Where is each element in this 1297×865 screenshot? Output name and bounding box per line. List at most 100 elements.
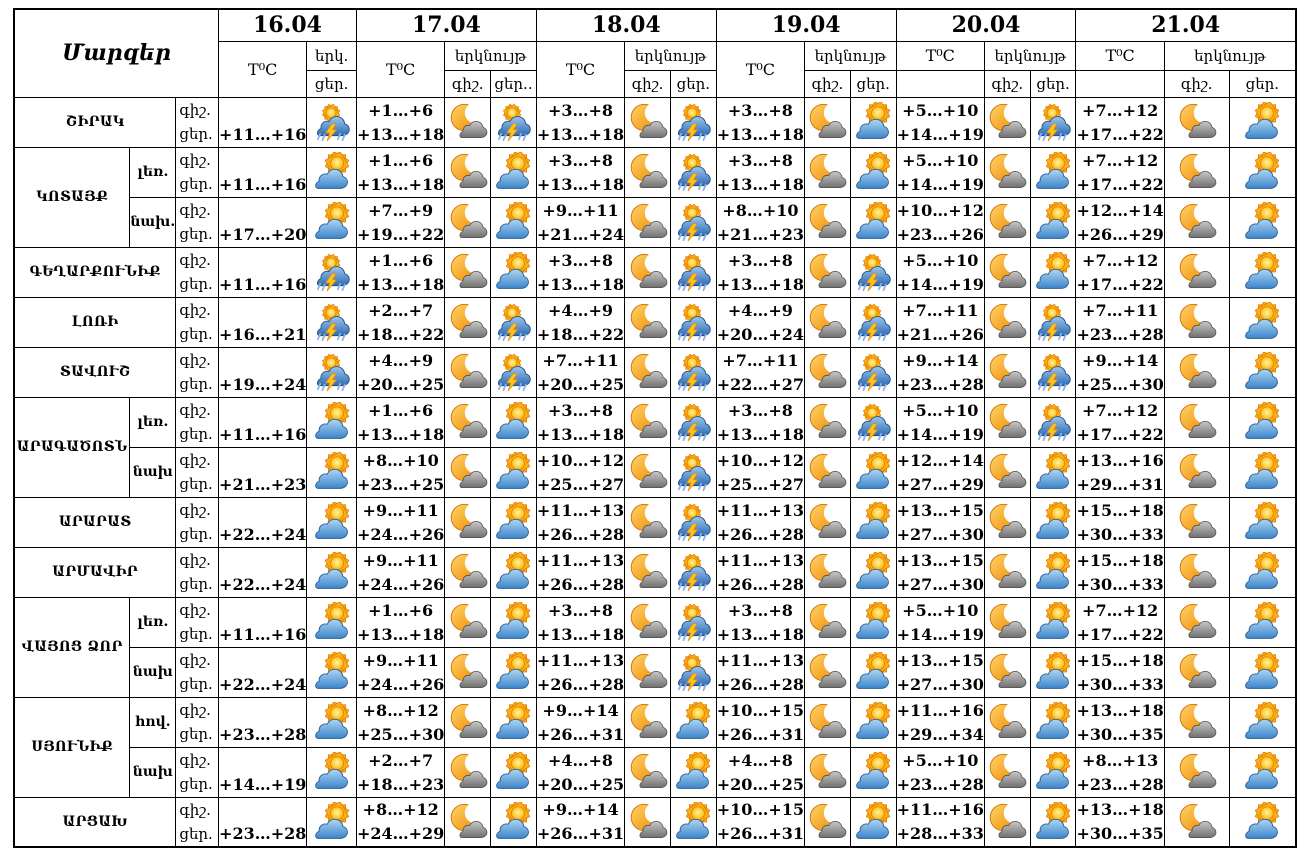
- icon-cell: [306, 446, 357, 498]
- subregion-label: նախ.: [129, 196, 177, 248]
- night-temp: +8…+12: [362, 700, 439, 720]
- day-temp: +17…+22: [1076, 124, 1164, 144]
- day-temp: +26…+31: [716, 824, 805, 844]
- sun-cloud-icon: [853, 552, 893, 592]
- icon-cell: [804, 696, 851, 748]
- night-temp: +3…+8: [547, 400, 614, 420]
- temp-cell: +10…+12 +25…+27: [715, 446, 806, 498]
- temp-cell: +10…+12 +23…+26: [895, 196, 985, 248]
- moon-cloud-icon: [628, 602, 668, 642]
- night-temp: +7…+12: [1082, 150, 1159, 170]
- moon-cloud-icon: [448, 252, 488, 292]
- sun-cloud-icon: [493, 402, 533, 442]
- thunderstorm-icon: [673, 552, 713, 592]
- icon-cell: [1228, 246, 1297, 298]
- icon-cell: [306, 196, 357, 248]
- temp-cell: +8…+12 +25…+30: [355, 696, 446, 748]
- region-name: ՍՅՈՒՆԻՔ: [13, 696, 131, 798]
- table-row: ԳԵՂԱՐՔՈՒՆԻՔ գիշ. ցեր. +11…+16 +1…+6 +13…+18 +3…: [13, 246, 1297, 298]
- day-temp: +23…+26: [896, 224, 984, 244]
- icon-cell: [444, 246, 492, 298]
- icon-cell: [624, 396, 671, 448]
- temp-cell: +15…+18 +30…+33: [1075, 496, 1165, 548]
- day-subheader: ցեր.: [669, 69, 717, 98]
- day-temp: +28…+33: [896, 824, 984, 844]
- day-temp: +14…+19: [219, 774, 307, 794]
- day-temp: +17…+22: [1076, 274, 1164, 294]
- temp-cell: +12…+14 +27…+29: [895, 446, 985, 498]
- icon-cell: [804, 546, 851, 598]
- day-temp: +23…+25: [356, 474, 445, 494]
- temp-cell: +7…+11 +22…+27: [715, 346, 806, 398]
- night-temp: +11…+13: [536, 500, 625, 520]
- icon-cell: [306, 296, 357, 348]
- temp-cell: +11…+16: [218, 246, 308, 298]
- temp-cell: +3…+8 +13…+18: [715, 596, 806, 648]
- temp-cell: +23…+28: [218, 696, 308, 748]
- table-row: նախ գիշ. ցեր. +14…+19 +2…+7 +18…+23 +4…+8 +20…+…: [14, 746, 1297, 798]
- temp-cell: +9…+11 +24…+26: [355, 646, 446, 698]
- icon-cell: [983, 446, 1031, 498]
- temp-cell: +7…+12 +17…+22: [1075, 146, 1165, 198]
- temp-cell: +7…+11 +21…+26: [895, 296, 985, 348]
- sun-cloud-icon: [673, 802, 713, 842]
- icon-cell: [490, 546, 537, 598]
- icon-cell: [1228, 596, 1297, 648]
- icon-cell: [983, 296, 1031, 348]
- day-temp: +17…+22: [1076, 624, 1164, 644]
- region-name: ՇԻՐԱԿ: [13, 96, 177, 148]
- day-temp: +25…+27: [536, 474, 625, 494]
- moon-cloud-icon: [987, 402, 1027, 442]
- table-row: ԿՈՏԱՅՔ լեռ. գիշ. ցեր. +11…+16 +1…+6 +13…+18 +3……: [13, 146, 1297, 248]
- day-temp: +17…+22: [1076, 174, 1164, 194]
- sun-cloud-icon: [1242, 602, 1282, 642]
- day-temp: +23…+28: [1076, 774, 1164, 794]
- night-temp: +7…+11: [1082, 300, 1159, 320]
- regions-header: Մարզեր: [13, 8, 220, 98]
- night-temp: [220, 698, 306, 722]
- thunderstorm-icon: [673, 102, 713, 142]
- icon-cell: [490, 496, 537, 548]
- daynight-labels: գիշ. ցեր.: [175, 746, 220, 798]
- day-temp: +14…+19: [896, 624, 984, 644]
- icon-cell: [1228, 96, 1297, 148]
- day-temp: +11…+16: [219, 274, 307, 294]
- temp-cell: +4…+9 +20…+25: [355, 346, 446, 398]
- day-temp: +30…+33: [1076, 574, 1164, 594]
- icon-cell: [849, 346, 897, 398]
- day-label: ցեր.: [179, 375, 213, 393]
- night-temp: [220, 498, 306, 522]
- date-header: 21.04: [1075, 8, 1297, 42]
- day-label: ցեր.: [179, 625, 213, 643]
- night-temp: +15…+18: [1076, 650, 1164, 670]
- night-temp: [220, 798, 306, 822]
- day-temp: +24…+26: [356, 574, 445, 594]
- temp-cell: +1…+6 +13…+18: [355, 246, 446, 298]
- icon-cell: [306, 696, 357, 748]
- icon-cell: [1163, 396, 1230, 448]
- night-temp: [220, 648, 306, 672]
- temp-cell: +7…+11 +23…+28: [1075, 296, 1165, 348]
- night-subheader: գիշ.: [983, 69, 1031, 98]
- icon-cell: [983, 546, 1031, 598]
- day-temp: +30…+35: [1076, 824, 1164, 844]
- moon-cloud-icon: [807, 452, 847, 492]
- temp-cell: +7…+12 +17…+22: [1075, 396, 1165, 448]
- night-temp: +11…+13: [716, 650, 805, 670]
- icon-cell: [624, 446, 671, 498]
- thunderstorm-icon: [673, 152, 713, 192]
- table-row: ՏԱՎՈՒՇ գիշ. ցեր. +19…+24 +4…+9 +20…+25 +7…+11 +…: [13, 346, 1297, 398]
- icon-cell: [1228, 446, 1297, 498]
- icon-cell: [1163, 796, 1230, 848]
- icon-cell: [444, 146, 492, 198]
- day-temp: +26…+31: [536, 724, 625, 744]
- temp-cell: +1…+6 +13…+18: [355, 146, 446, 198]
- moon-cloud-icon: [807, 652, 847, 692]
- day-temp: +20…+25: [716, 774, 805, 794]
- night-temp: +5…+10: [902, 100, 979, 120]
- sun-cloud-icon: [673, 702, 713, 742]
- night-label: գիշ.: [179, 601, 211, 619]
- temp-cell: +3…+8 +13…+18: [535, 246, 626, 298]
- icon-cell: [849, 596, 897, 648]
- icon-cell: [804, 646, 851, 698]
